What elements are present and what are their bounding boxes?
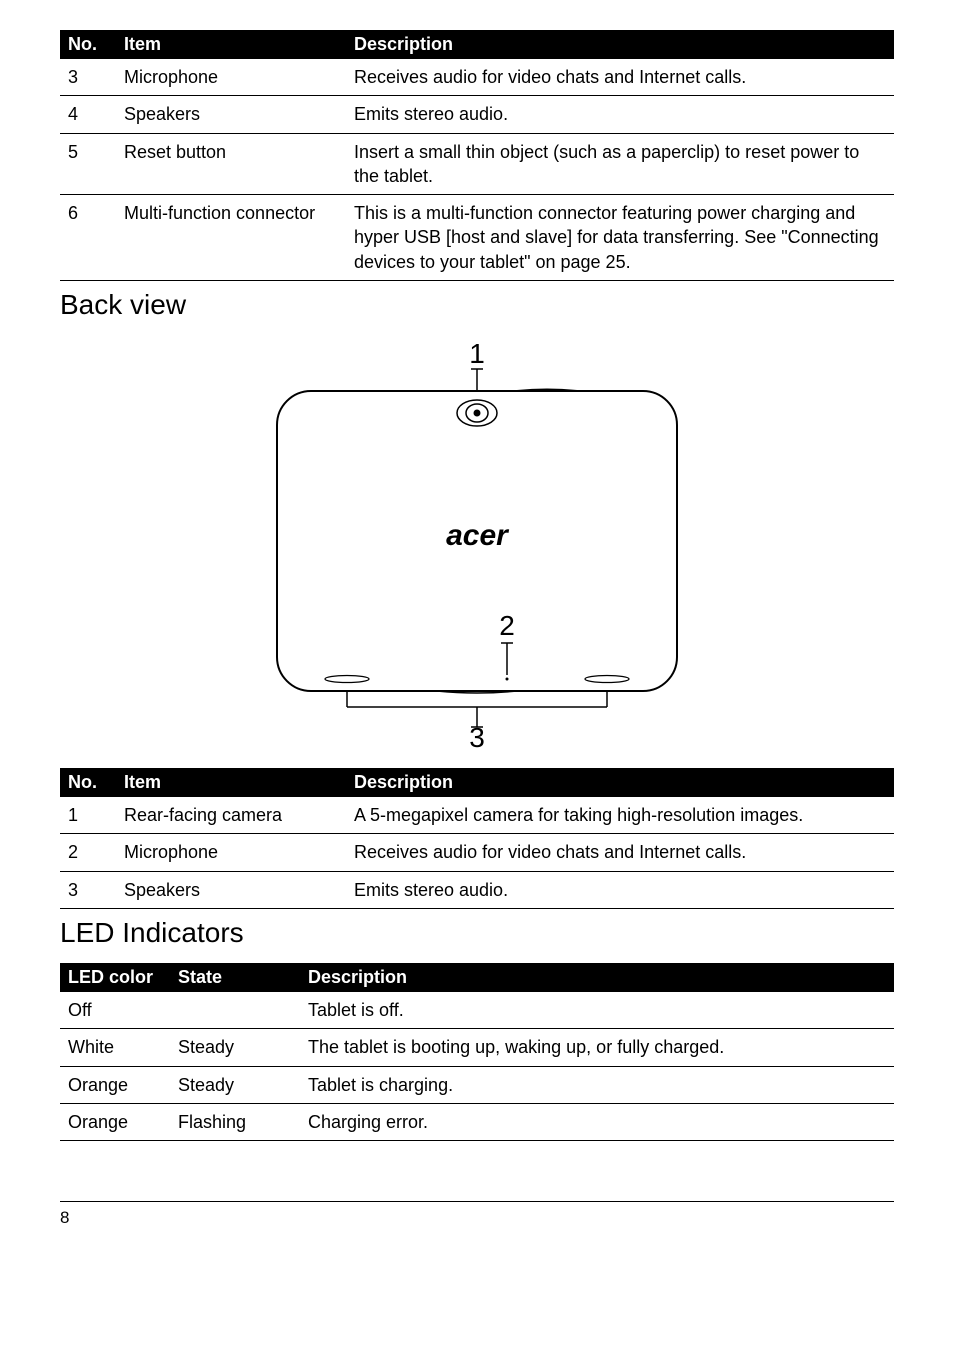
table-row: White Steady The tablet is booting up, w…	[60, 1029, 894, 1066]
top-components-table: No. Item Description 3 Microphone Receiv…	[60, 30, 894, 281]
th-item: Item	[116, 768, 346, 797]
back-view-components-table: No. Item Description 1 Rear-facing camer…	[60, 768, 894, 909]
cell-desc: Emits stereo audio.	[346, 96, 894, 133]
tablet-back-svg: 1 acer 2 3	[217, 335, 737, 750]
th-desc: Description	[300, 963, 894, 992]
table-row: Orange Flashing Charging error.	[60, 1103, 894, 1140]
diagram-label-3: 3	[469, 722, 485, 750]
diagram-label-1: 1	[469, 338, 485, 369]
cell-led: White	[60, 1029, 170, 1066]
cell-no: 3	[60, 871, 116, 908]
cell-led: Orange	[60, 1103, 170, 1140]
brand-logo: acer	[446, 519, 510, 552]
cell-no: 1	[60, 797, 116, 834]
cell-desc: Charging error.	[300, 1103, 894, 1140]
led-indicators-heading: LED Indicators	[60, 917, 894, 949]
cell-desc: Tablet is off.	[300, 992, 894, 1029]
th-state: State	[170, 963, 300, 992]
cell-desc: Tablet is charging.	[300, 1066, 894, 1103]
th-item: Item	[116, 30, 346, 59]
table-row: 5 Reset button Insert a small thin objec…	[60, 133, 894, 195]
th-desc: Description	[346, 30, 894, 59]
cell-desc: Emits stereo audio.	[346, 871, 894, 908]
table-row: 2 Microphone Receives audio for video ch…	[60, 834, 894, 871]
back-view-diagram: 1 acer 2 3	[60, 335, 894, 750]
cell-state: Steady	[170, 1029, 300, 1066]
th-no: No.	[60, 768, 116, 797]
cell-desc: A 5-megapixel camera for taking high-res…	[346, 797, 894, 834]
cell-item: Microphone	[116, 834, 346, 871]
cell-desc: The tablet is booting up, waking up, or …	[300, 1029, 894, 1066]
cell-item: Multi-function connector	[116, 195, 346, 281]
th-led: LED color	[60, 963, 170, 992]
cell-no: 5	[60, 133, 116, 195]
cell-led: Orange	[60, 1066, 170, 1103]
table-row: 3 Speakers Emits stereo audio.	[60, 871, 894, 908]
cell-state	[170, 992, 300, 1029]
led-indicators-table: LED color State Description Off Tablet i…	[60, 963, 894, 1141]
page-number: 8	[60, 1208, 69, 1227]
cell-desc: Receives audio for video chats and Inter…	[346, 59, 894, 96]
cell-desc: This is a multi-function connector featu…	[346, 195, 894, 281]
cell-item: Speakers	[116, 871, 346, 908]
table-row: 1 Rear-facing camera A 5-megapixel camer…	[60, 797, 894, 834]
cell-item: Reset button	[116, 133, 346, 195]
cell-state: Flashing	[170, 1103, 300, 1140]
cell-no: 6	[60, 195, 116, 281]
table-row: 4 Speakers Emits stereo audio.	[60, 96, 894, 133]
cell-no: 3	[60, 59, 116, 96]
table-row: Orange Steady Tablet is charging.	[60, 1066, 894, 1103]
back-view-heading: Back view	[60, 289, 894, 321]
th-no: No.	[60, 30, 116, 59]
table-row: 6 Multi-function connector This is a mul…	[60, 195, 894, 281]
table-row: 3 Microphone Receives audio for video ch…	[60, 59, 894, 96]
cell-no: 4	[60, 96, 116, 133]
cell-item: Microphone	[116, 59, 346, 96]
cell-no: 2	[60, 834, 116, 871]
cell-led: Off	[60, 992, 170, 1029]
th-desc: Description	[346, 768, 894, 797]
table-row: Off Tablet is off.	[60, 992, 894, 1029]
page-footer: 8	[60, 1201, 894, 1228]
cell-item: Rear-facing camera	[116, 797, 346, 834]
cell-state: Steady	[170, 1066, 300, 1103]
cell-item: Speakers	[116, 96, 346, 133]
cell-desc: Receives audio for video chats and Inter…	[346, 834, 894, 871]
diagram-label-2: 2	[499, 610, 515, 641]
cell-desc: Insert a small thin object (such as a pa…	[346, 133, 894, 195]
